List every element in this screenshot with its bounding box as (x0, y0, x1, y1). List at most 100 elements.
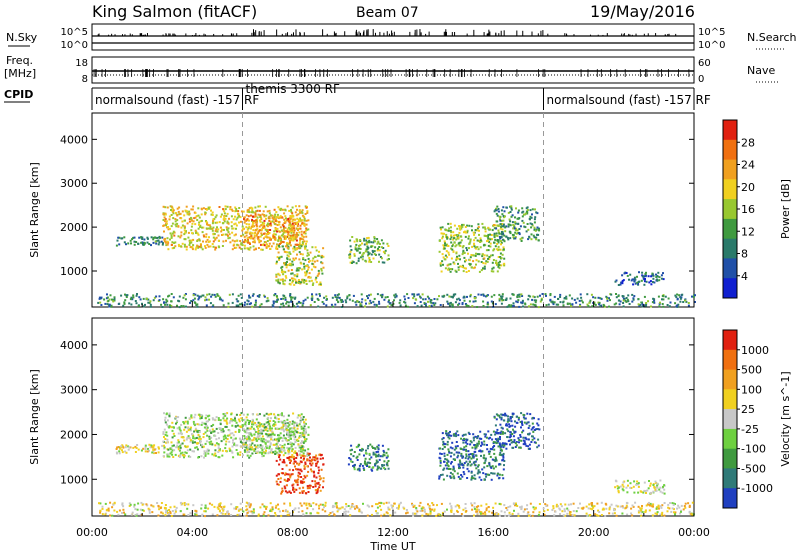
data-cell (275, 443, 278, 445)
data-cell (300, 433, 303, 436)
data-cell (157, 243, 160, 246)
data-cell (257, 438, 260, 441)
data-cell (528, 443, 531, 446)
data-cell (220, 427, 222, 430)
data-cell (185, 430, 188, 433)
data-cell (271, 427, 273, 430)
data-cell (495, 220, 498, 223)
data-cell (476, 472, 479, 475)
data-cell (253, 215, 256, 218)
data-cell (233, 243, 236, 246)
data-cell (435, 514, 438, 517)
data-cell (645, 302, 648, 304)
data-cell (362, 252, 365, 254)
data-cell (232, 434, 235, 437)
data-cell (173, 234, 176, 237)
data-cell (292, 250, 295, 253)
data-cell (290, 434, 293, 437)
data-cell (501, 427, 504, 430)
data-cell (270, 510, 273, 513)
data-cell (208, 438, 211, 440)
data-cell (498, 235, 501, 238)
data-cell (287, 414, 290, 417)
data-cell (288, 433, 291, 435)
data-cell (394, 293, 397, 296)
data-cell (261, 455, 264, 458)
data-cell (678, 294, 681, 297)
data-cell (248, 447, 251, 450)
data-cell (158, 447, 160, 450)
data-cell (303, 240, 306, 243)
data-cell (261, 445, 264, 448)
data-cell (178, 306, 181, 309)
data-cell (289, 474, 292, 477)
data-cell (456, 445, 459, 448)
data-cell (451, 296, 454, 299)
data-cell (273, 222, 276, 225)
data-cell (472, 433, 475, 436)
data-cell (231, 239, 234, 242)
data-cell (125, 451, 128, 454)
data-cell (553, 295, 556, 298)
data-cell (496, 248, 499, 251)
data-cell (566, 512, 569, 515)
data-cell (295, 236, 297, 239)
data-cell (279, 432, 282, 435)
data-cell (143, 238, 146, 241)
data-cell (472, 254, 475, 257)
data-cell (258, 306, 261, 308)
data-cell (503, 414, 506, 417)
data-cell (248, 207, 251, 210)
data-cell (471, 446, 474, 449)
data-cell (190, 415, 193, 418)
data-cell (642, 277, 645, 280)
data-cell (458, 231, 461, 234)
data-cell (261, 243, 264, 246)
data-cell (253, 449, 256, 452)
data-cell (251, 232, 254, 235)
data-cell (510, 420, 513, 423)
data-cell (383, 252, 386, 255)
data-cell (461, 253, 464, 256)
data-cell (534, 208, 536, 211)
data-cell (676, 298, 679, 301)
data-cell (283, 460, 285, 463)
date-title: 19/May/2016 (590, 2, 695, 21)
data-cell (217, 417, 220, 420)
data-cell (210, 213, 213, 216)
data-cell (507, 225, 510, 228)
data-cell (527, 238, 530, 241)
data-cell (525, 230, 528, 233)
data-cell (269, 413, 272, 416)
data-cell (318, 254, 321, 257)
data-cell (500, 240, 502, 243)
data-cell (196, 423, 199, 426)
data-cell (502, 225, 505, 228)
data-cell (265, 427, 268, 430)
data-cell (244, 450, 246, 453)
data-cell (485, 475, 488, 478)
data-cell (271, 439, 274, 442)
data-cell (128, 302, 131, 305)
data-cell (507, 238, 510, 241)
data-cell (497, 208, 500, 210)
data-cell (647, 275, 650, 278)
data-cell (619, 283, 622, 286)
data-cell (175, 446, 178, 449)
data-cell (512, 236, 515, 239)
data-cell (235, 239, 238, 242)
data-cell (520, 505, 523, 508)
data-cell (475, 510, 478, 513)
data-cell (509, 416, 512, 418)
data-cell (499, 438, 501, 441)
data-cell (206, 238, 209, 241)
data-cell (161, 243, 164, 246)
data-cell (177, 299, 180, 302)
data-cell (294, 435, 297, 438)
data-cell (264, 452, 267, 455)
data-cell (293, 305, 296, 308)
data-cell (298, 444, 301, 447)
data-cell (185, 305, 187, 308)
data-cell (449, 222, 452, 225)
data-cell (469, 453, 472, 456)
